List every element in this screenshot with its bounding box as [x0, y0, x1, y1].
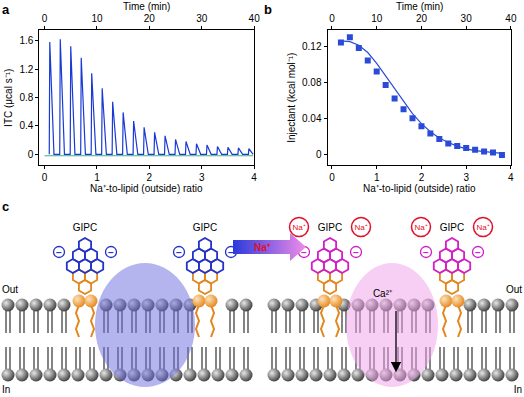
- svg-text:Na⁺: Na⁺: [414, 223, 427, 232]
- svg-text:Na⁺-to-lipid (outside) ratio: Na⁺-to-lipid (outside) ratio: [90, 183, 203, 194]
- svg-text:GIPC: GIPC: [318, 222, 342, 233]
- svg-text:0.4: 0.4: [19, 120, 33, 131]
- svg-text:10: 10: [91, 13, 103, 24]
- svg-text:1: 1: [374, 172, 380, 183]
- svg-text:c: c: [2, 199, 9, 214]
- svg-text:−: −: [56, 247, 62, 258]
- svg-text:−: −: [176, 247, 182, 258]
- svg-text:20: 20: [416, 13, 428, 24]
- svg-text:1.6: 1.6: [19, 35, 33, 46]
- svg-text:0: 0: [42, 172, 48, 183]
- svg-text:Na⁺: Na⁺: [292, 223, 305, 232]
- svg-text:0: 0: [28, 149, 34, 160]
- svg-text:Ca²⁺: Ca²⁺: [373, 288, 393, 299]
- svg-text:10: 10: [371, 13, 383, 24]
- svg-text:40: 40: [249, 13, 261, 24]
- svg-text:Time (min): Time (min): [396, 1, 443, 12]
- svg-text:1.2: 1.2: [19, 64, 33, 75]
- svg-text:Na⁺: Na⁺: [254, 242, 271, 253]
- svg-text:GIPC: GIPC: [440, 222, 464, 233]
- svg-text:3: 3: [199, 172, 205, 183]
- svg-text:GIPC: GIPC: [193, 222, 217, 233]
- svg-text:30: 30: [196, 13, 208, 24]
- svg-text:Na⁺-to-lipid (outside) ratio: Na⁺-to-lipid (outside) ratio: [363, 183, 476, 194]
- svg-text:a: a: [2, 2, 10, 17]
- svg-text:ITC (μcal s⁻¹): ITC (μcal s⁻¹): [3, 69, 14, 127]
- svg-text:−: −: [423, 247, 429, 258]
- svg-text:0: 0: [316, 149, 322, 160]
- svg-text:Na⁺: Na⁺: [476, 223, 489, 232]
- svg-text:Time (min): Time (min): [123, 1, 170, 12]
- svg-text:Na⁺: Na⁺: [354, 223, 367, 232]
- svg-text:0: 0: [42, 13, 48, 24]
- svg-text:In: In: [2, 384, 10, 395]
- svg-text:0: 0: [329, 13, 335, 24]
- svg-text:30: 30: [461, 13, 473, 24]
- svg-text:0.08: 0.08: [302, 77, 322, 88]
- svg-text:Injectant (kcal mol⁻¹): Injectant (kcal mol⁻¹): [286, 53, 297, 143]
- svg-text:−: −: [108, 247, 114, 258]
- svg-text:0.8: 0.8: [19, 92, 33, 103]
- svg-text:3: 3: [463, 172, 469, 183]
- svg-text:Out: Out: [2, 284, 18, 295]
- svg-text:0: 0: [329, 172, 335, 183]
- svg-text:GIPC: GIPC: [73, 222, 97, 233]
- svg-text:40: 40: [505, 13, 517, 24]
- svg-text:In: In: [514, 384, 522, 395]
- svg-text:0.12: 0.12: [302, 41, 322, 52]
- svg-text:Out: Out: [506, 284, 522, 295]
- svg-text:4: 4: [251, 172, 257, 183]
- svg-text:2: 2: [419, 172, 425, 183]
- svg-text:−: −: [475, 247, 481, 258]
- svg-text:2: 2: [147, 172, 153, 183]
- svg-text:0.04: 0.04: [302, 113, 322, 124]
- svg-text:4: 4: [508, 172, 514, 183]
- svg-text:b: b: [264, 2, 272, 17]
- svg-text:1: 1: [94, 172, 100, 183]
- svg-text:20: 20: [144, 13, 156, 24]
- svg-text:−: −: [353, 247, 359, 258]
